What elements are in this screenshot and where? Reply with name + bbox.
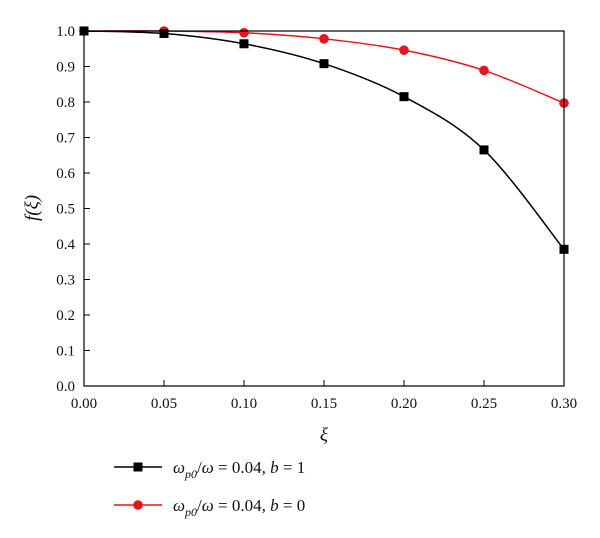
series-b1 xyxy=(79,26,569,254)
y-tick-label: 0.1 xyxy=(56,344,75,360)
data-point xyxy=(399,45,409,55)
x-tick-label: 0.30 xyxy=(551,396,577,412)
y-tick-label: 0.8 xyxy=(56,95,75,111)
x-tick-label: 0.25 xyxy=(471,396,497,412)
y-tick-label: 1.0 xyxy=(56,24,75,40)
legend-label-part: = 0 xyxy=(279,496,306,515)
data-point xyxy=(479,145,489,155)
legend-label-part: / xyxy=(197,458,202,477)
y-axis-label: f(ξ) xyxy=(22,195,43,221)
x-tick-label: 0.00 xyxy=(71,396,97,412)
legend-label-part: p0 xyxy=(184,467,197,481)
legend-label-part: ω xyxy=(202,496,214,515)
data-point xyxy=(319,34,329,44)
y-tick-label: 0.2 xyxy=(56,308,75,324)
legend-marker xyxy=(133,500,143,510)
legend-label-part: = 0.04, xyxy=(214,496,270,515)
y-tick-label: 0.0 xyxy=(56,379,75,395)
y-tick-label: 0.6 xyxy=(56,166,75,182)
legend-label-part: b xyxy=(270,458,279,477)
legend-label-part: = 0.04, xyxy=(214,458,270,477)
legend-label-part: ω xyxy=(202,458,214,477)
data-point xyxy=(239,39,249,49)
x-axis-label: ξ xyxy=(320,425,329,446)
legend-item: ωp0/ω = 0.04, b = 1 xyxy=(114,458,305,481)
legend-label-part: ω xyxy=(173,458,185,477)
legend-label-part: p0 xyxy=(184,505,197,519)
data-point xyxy=(239,27,249,38)
data-point xyxy=(479,65,489,76)
data-point xyxy=(399,92,409,102)
legend-label-part: ω xyxy=(173,496,185,515)
y-tick-label: 0.7 xyxy=(56,131,75,147)
axes: 0.00 0.05 0.10 0.15 0.20 0.25 0.30 0.0 0.1 0.2 0.3… xyxy=(56,24,577,412)
y-tick-label: 0.3 xyxy=(56,273,75,289)
legend-label: ωp0/ω = 0.04, b = 0 xyxy=(173,496,305,519)
plot-frame xyxy=(83,30,565,387)
legend-label-part: b xyxy=(270,496,279,515)
legend-marker xyxy=(133,462,143,472)
legend-label-part: = 1 xyxy=(279,458,306,477)
y-tick-label: 0.4 xyxy=(56,237,75,253)
legend-item: ωp0/ω = 0.04, b = 0 xyxy=(114,496,305,519)
y-tick-label: 0.9 xyxy=(56,60,75,76)
series-layer xyxy=(79,26,569,254)
data-point xyxy=(319,59,329,69)
x-tick-label: 0.15 xyxy=(311,396,337,412)
x-tick-label: 0.05 xyxy=(151,396,177,412)
x-tick-label: 0.10 xyxy=(231,396,257,412)
legend-label: ωp0/ω = 0.04, b = 1 xyxy=(173,458,305,481)
x-tick-label: 0.20 xyxy=(391,396,417,412)
legend-label-part: / xyxy=(197,496,202,515)
data-point xyxy=(159,28,169,38)
y-tick-label: 0.5 xyxy=(56,202,75,218)
plot-border xyxy=(83,30,565,387)
